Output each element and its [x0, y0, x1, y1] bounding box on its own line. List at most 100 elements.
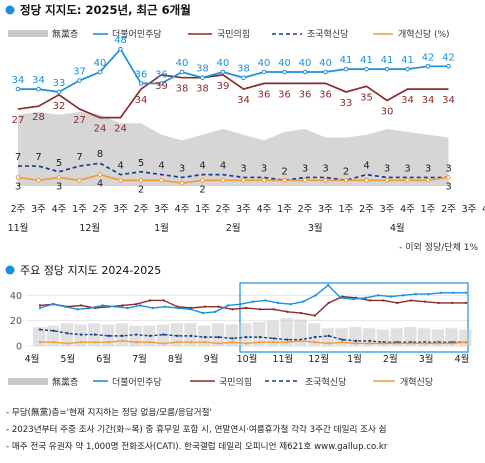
trend-point-rebuild-0 — [38, 328, 42, 331]
trend-point-reform-5 — [107, 341, 110, 344]
label-ppp-1: 28 — [32, 112, 45, 123]
label-democratic-5: 48 — [114, 35, 127, 46]
trend-point-ppp-7 — [134, 303, 138, 306]
label-democratic-19: 41 — [401, 55, 414, 66]
tick-month2-9: 1월 — [347, 353, 362, 365]
label-rebuild-5: 4 — [117, 161, 123, 172]
trend-point-democratic-11 — [176, 306, 180, 310]
bar-independent-14 — [225, 324, 238, 346]
label-ppp-4: 24 — [94, 124, 107, 135]
label-ppp-9: 38 — [196, 84, 209, 95]
bar-independent-31 — [459, 329, 472, 346]
point-democratic-9 — [200, 75, 205, 80]
point-reform-14 — [302, 178, 308, 183]
trend-point-democratic-29 — [402, 294, 405, 297]
trend-point-democratic-1 — [51, 303, 54, 306]
label-rebuild-14: 3 — [302, 163, 308, 174]
label-democratic-11: 38 — [237, 64, 250, 75]
trend-point-rebuild-10 — [176, 334, 179, 338]
trend-point-rebuild-8 — [148, 334, 152, 338]
label-democratic-15: 40 — [319, 58, 332, 69]
label-democratic-0: 34 — [12, 75, 25, 86]
tick-month2-7: 11월 — [272, 353, 293, 365]
series-line-rebuild — [18, 162, 449, 182]
point-reform-12 — [261, 178, 267, 183]
point-democratic-13 — [282, 69, 287, 75]
tick-week-0: 2주 — [11, 204, 26, 215]
trend-point-democratic-4 — [88, 306, 92, 310]
trend-point-democratic-0 — [38, 306, 42, 310]
tick-month-0: 11월 — [8, 222, 29, 234]
label-rebuild-11: 3 — [240, 163, 246, 174]
trend-point-reform-27 — [409, 342, 413, 345]
title-dot-2 — [5, 265, 15, 275]
legend-label-rebuild: 조국혁신당 — [307, 29, 348, 40]
trend-point-rebuild-14 — [231, 337, 234, 340]
footnote-2: - 2023년부터 주중 조사 기간(화~목) 중 휴무일 포함 시, 연말연시… — [6, 425, 387, 435]
legend2-label-reform: 개혁신당 — [400, 377, 433, 388]
trend-point-ppp-21 — [327, 301, 330, 305]
trend-point-democratic-22 — [314, 294, 317, 297]
trend-point-rebuild-22 — [341, 338, 344, 341]
tick-month2-5: 9월 — [204, 353, 219, 365]
point-reform-17 — [364, 178, 369, 183]
bar-independent-21 — [321, 328, 335, 346]
trend-point-ppp-25 — [382, 299, 385, 302]
trend-point-ppp-16 — [258, 308, 262, 311]
label-democratic-14: 40 — [299, 58, 312, 69]
series-line-reform — [17, 173, 449, 185]
bar-independent-7 — [129, 325, 142, 346]
bar-independent-10 — [170, 323, 183, 346]
label-rebuild-12: 3 — [261, 163, 267, 174]
tick-month2-10: 2월 — [383, 353, 398, 365]
trend-line-reform — [40, 340, 467, 345]
bar-independent-6 — [115, 323, 128, 346]
tick-week-11: 3주 — [236, 204, 251, 215]
trend-point-reform-29 — [437, 342, 440, 345]
trend-point-rebuild-11 — [189, 334, 193, 338]
trend-point-ppp-31 — [464, 301, 468, 305]
trend-point-democratic-9 — [151, 306, 154, 310]
trend-point-democratic-26 — [364, 296, 367, 300]
trend-point-reform-22 — [341, 341, 344, 344]
tick-month-2: 1월 — [154, 222, 169, 234]
footnote-3: - 매주 전국 유권자 약 1,000명 전화조사(CATI). 한국갤럽 데일… — [6, 442, 388, 452]
tick-y-2: 40 — [10, 291, 22, 302]
point-democratic-14 — [302, 69, 308, 75]
trend-point-democratic-21 — [301, 300, 305, 303]
trend-point-reform-30 — [451, 342, 454, 345]
trend-point-rebuild-20 — [313, 335, 317, 339]
label-ppp-21: 34 — [442, 95, 455, 106]
point-reform-21 — [446, 175, 451, 180]
point-reform-11 — [241, 178, 246, 183]
label-ppp-7: 39 — [155, 81, 168, 92]
bar-independent-20 — [307, 323, 321, 346]
tick-month2-0: 4월 — [25, 353, 40, 365]
point-democratic-12 — [261, 69, 267, 75]
trend-chart: 0 20 40 4월 5월 6월 7월 8월 9월 10월 11월 12월 1월 2월 3월 4월 — [10, 282, 472, 365]
trend-point-ppp-9 — [162, 299, 165, 302]
legend2-label-rebuild: 조국혁신당 — [305, 377, 346, 388]
tick-week-10: 2주 — [216, 204, 231, 215]
trend-point-rebuild-12 — [203, 335, 207, 339]
trend-point-democratic-25 — [352, 297, 355, 301]
legend2-label-ppp: 국민의힘 — [219, 377, 252, 388]
series-line-ppp — [17, 73, 449, 119]
point-reform-4 — [97, 172, 103, 177]
point-reform-9 — [200, 178, 205, 183]
label-ppp-15: 36 — [319, 89, 332, 100]
label-rebuild-16: 2 — [343, 166, 349, 177]
series-line-democratic — [18, 47, 449, 93]
trend-point-reform-15 — [244, 342, 248, 345]
tick-month2-6: 10월 — [237, 353, 258, 365]
trend-point-democratic-6 — [113, 305, 117, 308]
label-democratic-9: 38 — [196, 64, 209, 75]
point-reform-16 — [343, 178, 349, 183]
point-reform-6 — [138, 178, 144, 183]
point-democratic-3 — [77, 78, 82, 83]
tick-week-3: 1주 — [72, 204, 87, 215]
chart-title-main: 정당 지지도: 2025년, 최근 6개월 — [20, 3, 191, 17]
trend-point-rebuild-4 — [93, 333, 97, 336]
trend-point-democratic-16 — [239, 303, 242, 306]
label-rebuild-19: 3 — [404, 163, 410, 174]
